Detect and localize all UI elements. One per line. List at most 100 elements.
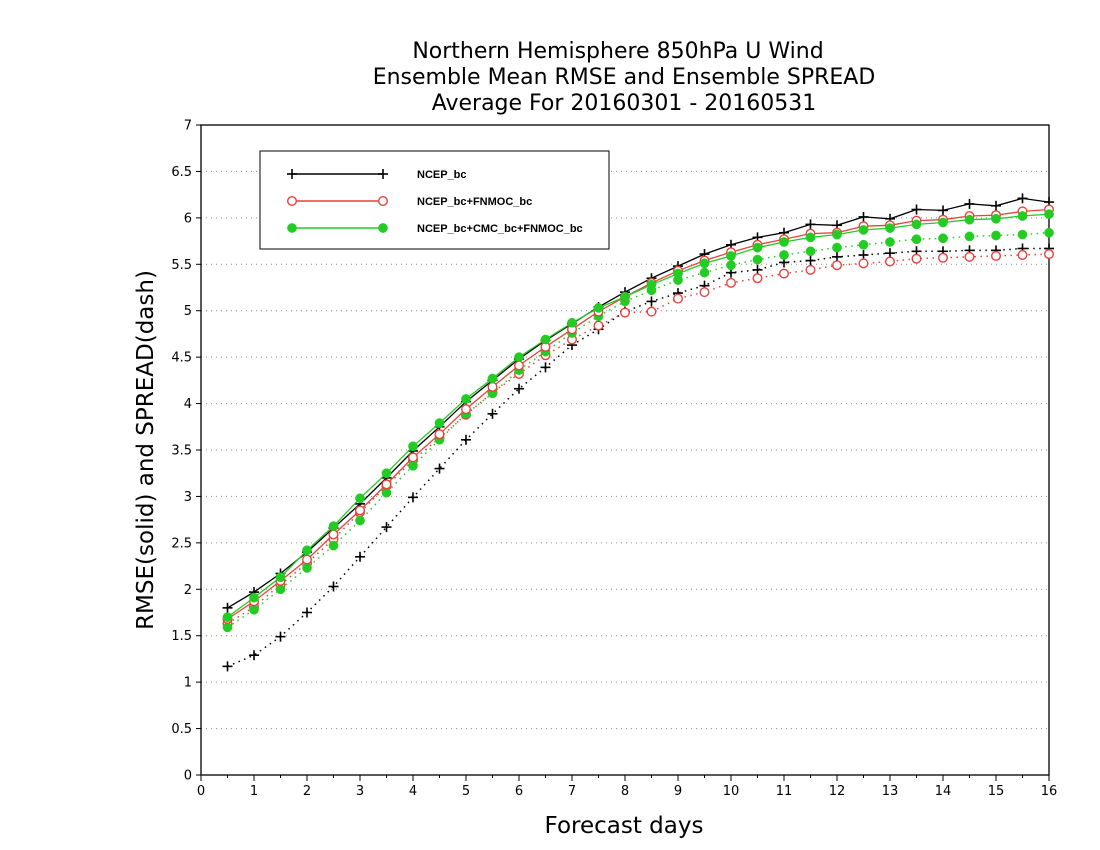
data-point [249,650,259,661]
data-point [355,551,365,562]
series [222,193,1054,672]
data-point [222,661,233,672]
y-gridlines [201,170,1049,730]
data-point [938,233,948,244]
data-point [355,515,365,526]
data-point [858,239,869,250]
data-point [673,293,684,304]
data-point [832,242,842,253]
data-point [222,602,233,613]
data-point [858,211,869,222]
legend-box [259,150,610,250]
axes: 00.511.522.533.544.555.566.570 1 2 3 4 5 6 7 8 9 1… [171,119,1057,800]
data-point [302,563,312,573]
data-point [858,258,869,269]
data-point [991,213,1001,224]
data-point [938,252,949,263]
data-point [726,260,736,271]
x-tick-label: 3 [356,784,364,799]
data-point [540,334,551,345]
data-point [726,277,737,288]
data-point [699,287,710,298]
x-tick-label: 5 [462,784,470,799]
data-point [911,204,922,215]
series-rmse-ncep-bc-cmc-bc-fnmoc-bc [222,209,1054,622]
data-point [1017,193,1028,204]
data-point [938,217,948,228]
x-tick-label: 8 [621,784,629,799]
data-point [885,248,895,259]
y-tick-label: 0.5 [171,722,192,737]
legend-marker [287,169,297,179]
data-point [964,231,975,242]
data-point [408,452,419,463]
data-point [1017,249,1028,260]
y-tick-label: 3 [184,490,192,505]
data-point [832,251,842,262]
data-point [938,205,948,216]
data-point [805,255,816,266]
y-tick-label: 5.5 [171,258,192,273]
legend-label: NCEP_bc [417,169,467,181]
y-tick-label: 0 [184,769,192,784]
data-point [249,592,259,603]
data-point [302,554,313,565]
data-point [302,607,312,618]
y-tick-label: 1 [184,676,192,691]
series-line [227,253,1050,625]
data-point [275,572,286,583]
data-point [991,230,1001,241]
data-point [964,251,975,262]
data-point [408,441,418,452]
legend-marker [287,223,297,233]
x-tick-label: 0 [197,784,205,799]
y-tick-label: 2 [184,583,192,598]
data-point [646,296,657,307]
y-axis-label: RMSE(solid) and SPREAD(dash) [133,270,159,630]
data-point [381,522,392,533]
x-tick-label: 1 [250,784,258,799]
data-point [805,219,816,230]
data-point [699,258,710,269]
y-tick-label: 4.5 [171,351,192,366]
legend-entry: NCEP_bc+CMC_bc+FNMOC_bc [287,223,583,235]
data-point [328,581,339,592]
data-point [275,631,286,642]
series-line [227,197,1050,609]
y-tick-label: 4 [184,397,192,412]
series-rmse-ncep-bc-fnmoc-bc [222,204,1054,625]
series-spread-ncep-bc-fnmoc-bc [222,249,1054,629]
data-point [752,254,763,265]
data-point [461,404,472,415]
data-point [408,492,418,503]
x-tick-label: 11 [776,784,793,799]
data-point [805,264,816,275]
data-point [514,352,524,362]
data-point [434,463,445,474]
data-point [885,256,896,267]
data-point [302,545,312,556]
data-point [328,521,339,531]
data-point [805,246,816,257]
x-tick-label: 15 [988,784,1005,799]
data-point [964,214,975,225]
legend-label: NCEP_bc+CMC_bc+FNMOC_bc [417,223,583,235]
data-point [222,612,233,622]
data-point [699,267,710,278]
data-point [620,291,630,302]
data-point [355,493,365,504]
data-point [779,268,790,279]
data-point [752,264,763,275]
data-point [275,584,286,595]
chart-title-line-1: Northern Hemisphere 850hPa U Wind [412,39,823,64]
x-axis-label: Forecast days [545,813,704,839]
y-tick-label: 2.5 [171,536,192,551]
x-tick-label: 12 [829,784,846,799]
series-line [227,208,1050,620]
legend-marker [287,195,298,206]
data-point [593,320,604,331]
series-spread-ncep-bc-cmc-bc-fnmoc-bc [222,227,1054,633]
x-tick-label: 6 [515,784,523,799]
data-point [858,225,869,235]
y-tick-label: 1.5 [171,629,192,644]
